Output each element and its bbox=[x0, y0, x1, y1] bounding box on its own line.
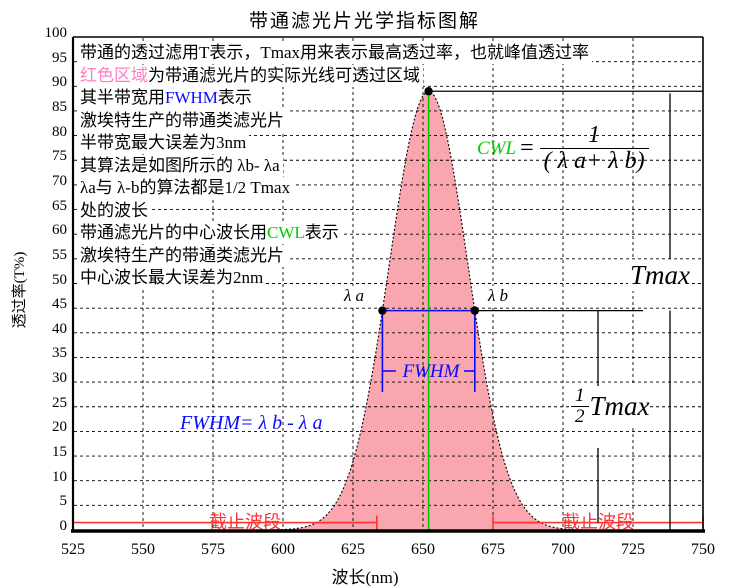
fwhm-formula: FWHM= λ b - λ a bbox=[180, 412, 323, 434]
note-line: 半带宽最大误差为3nm bbox=[80, 132, 250, 154]
cwl-formula-equals: = bbox=[520, 135, 534, 162]
x-tick-label: 575 bbox=[201, 541, 225, 558]
y-tick-label: 95 bbox=[27, 48, 67, 67]
cwl-formula: CWL = 1 ( λ a+ λ b) bbox=[477, 122, 649, 174]
y-tick-label: 0 bbox=[27, 517, 67, 535]
x-tick-label: 600 bbox=[271, 541, 295, 558]
cutoff-band-label-left: 截止波段 bbox=[209, 512, 281, 532]
half-tmax-fraction: 1 2 bbox=[571, 386, 589, 427]
lambda-a-label: λ a bbox=[332, 286, 376, 306]
x-tick-label: 700 bbox=[551, 541, 575, 558]
y-tick-label: 30 bbox=[27, 369, 67, 388]
y-tick-label: 5 bbox=[27, 492, 67, 511]
note-text-highlight: 红色区域 bbox=[80, 65, 148, 85]
x-tick-label: 550 bbox=[131, 541, 155, 558]
note-text: 处的波长 bbox=[80, 200, 148, 220]
note-text: 为带通滤光片的实际光线可透过区域 bbox=[148, 65, 420, 85]
y-tick-label: 55 bbox=[27, 245, 67, 264]
lambda-a-marker bbox=[378, 306, 387, 315]
y-tick-label: 70 bbox=[27, 171, 67, 190]
y-tick-label: 75 bbox=[27, 147, 67, 166]
note-text: λa与 λ-b的算法都是1/2 Tmax bbox=[80, 178, 291, 197]
note-line: λa与 λ-b的算法都是1/2 Tmax bbox=[80, 177, 294, 199]
x-tick-label: 625 bbox=[341, 541, 365, 558]
x-tick-label: 650 bbox=[411, 541, 435, 558]
cwl-formula-lhs: CWL bbox=[477, 137, 517, 159]
cutoff-band-label-right: 截止波段 bbox=[562, 512, 634, 532]
y-tick-label: 25 bbox=[27, 393, 67, 412]
lambda-b-label: λ b bbox=[476, 286, 520, 306]
fwhm-label: FWHM bbox=[402, 361, 460, 382]
note-line: 红色区域为带通滤光片的实际光线可透过区域 bbox=[80, 64, 423, 87]
note-line: 激埃特生产的带通类滤光片 bbox=[80, 244, 287, 267]
x-tick-label: 750 bbox=[691, 541, 715, 558]
cwl-formula-numerator: 1 bbox=[588, 122, 601, 148]
x-tick-label: 725 bbox=[621, 541, 645, 558]
y-tick-label: 20 bbox=[27, 418, 67, 437]
y-tick-label: 45 bbox=[27, 295, 67, 314]
half-tmax-numerator: 1 bbox=[575, 385, 585, 406]
y-axis-title: 透过率(T%) bbox=[12, 251, 28, 329]
note-text: 表示 bbox=[304, 223, 339, 242]
note-line: 其算法是如图所示的 λb- λa bbox=[80, 154, 283, 177]
chart-title: 带通滤光片光学指标图解 bbox=[248, 11, 480, 32]
y-tick-label: 85 bbox=[27, 97, 67, 116]
y-tick-label: 15 bbox=[27, 443, 67, 462]
x-tick-label: 525 bbox=[61, 541, 85, 558]
note-line: 带通滤光片的中心波长用CWL表示 bbox=[80, 222, 342, 244]
y-tick-label: 35 bbox=[27, 344, 67, 363]
note-line: 带通的透过滤用T表示，Tmax用来表示最高透过率，也就峰值透过率 bbox=[80, 42, 593, 64]
y-tick-label: 60 bbox=[27, 221, 67, 240]
note-line: 处的波长 bbox=[80, 199, 151, 222]
note-text: 带通的透过滤用T表示，Tmax用来表示最高透过率，也就峰值透过率 bbox=[80, 43, 590, 62]
cwl-formula-denominator: ( λ a+ λ b) bbox=[539, 148, 649, 174]
y-tick-label: 80 bbox=[27, 122, 67, 141]
y-tick-label: 90 bbox=[27, 73, 67, 92]
lambda-b-marker bbox=[470, 306, 479, 315]
x-tick-label: 675 bbox=[481, 541, 505, 558]
note-text-highlight: CWL bbox=[267, 223, 305, 242]
note-line: 中心波长最大误差为2nm bbox=[80, 267, 267, 289]
note-text-highlight: FWHM bbox=[165, 88, 218, 107]
note-text: 表示 bbox=[217, 88, 252, 107]
note-text: 半带宽最大误差为3nm bbox=[80, 133, 247, 152]
y-tick-label: 50 bbox=[27, 270, 67, 289]
y-tick-label: 40 bbox=[27, 319, 67, 338]
y-tick-label: 10 bbox=[27, 467, 67, 486]
note-text: 激埃特生产的带通类滤光片 bbox=[80, 245, 284, 265]
note-text: 其半带宽用 bbox=[80, 88, 165, 107]
note-text: 中心波长最大误差为2nm bbox=[80, 268, 264, 287]
note-text: 带通滤光片的中心波长用 bbox=[80, 223, 267, 242]
note-line: 激埃特生产的带通类滤光片 bbox=[80, 109, 287, 132]
y-tick-label: 100 bbox=[27, 24, 67, 42]
tmax-label: Tmax bbox=[628, 260, 692, 291]
half-tmax-denominator: 2 bbox=[571, 405, 589, 427]
half-tmax-word: Tmax bbox=[589, 390, 650, 421]
note-line: 其半带宽用FWHM表示 bbox=[80, 87, 255, 109]
note-text: 其算法是如图所示的 λb- λa bbox=[80, 155, 280, 175]
peak-marker bbox=[424, 87, 433, 96]
y-tick-label: 65 bbox=[27, 196, 67, 215]
x-axis-title: 波长(nm) bbox=[331, 568, 399, 586]
half-tmax-label: 1 2 Tmax bbox=[571, 386, 650, 427]
cwl-formula-fraction: 1 ( λ a+ λ b) bbox=[539, 122, 649, 174]
note-text: 激埃特生产的带通类滤光片 bbox=[80, 110, 284, 130]
